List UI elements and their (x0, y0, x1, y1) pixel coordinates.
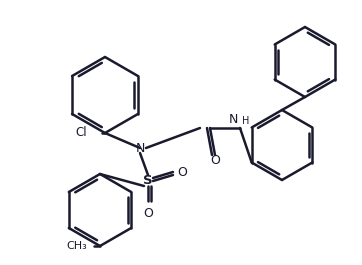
Text: Cl: Cl (75, 126, 87, 139)
Text: N: N (229, 113, 238, 126)
Text: CH₃: CH₃ (66, 241, 87, 251)
Text: O: O (177, 166, 187, 179)
Text: O: O (143, 207, 153, 220)
Text: N: N (135, 142, 145, 154)
Text: O: O (210, 153, 220, 166)
Text: H: H (242, 116, 249, 126)
Text: S: S (143, 174, 153, 187)
